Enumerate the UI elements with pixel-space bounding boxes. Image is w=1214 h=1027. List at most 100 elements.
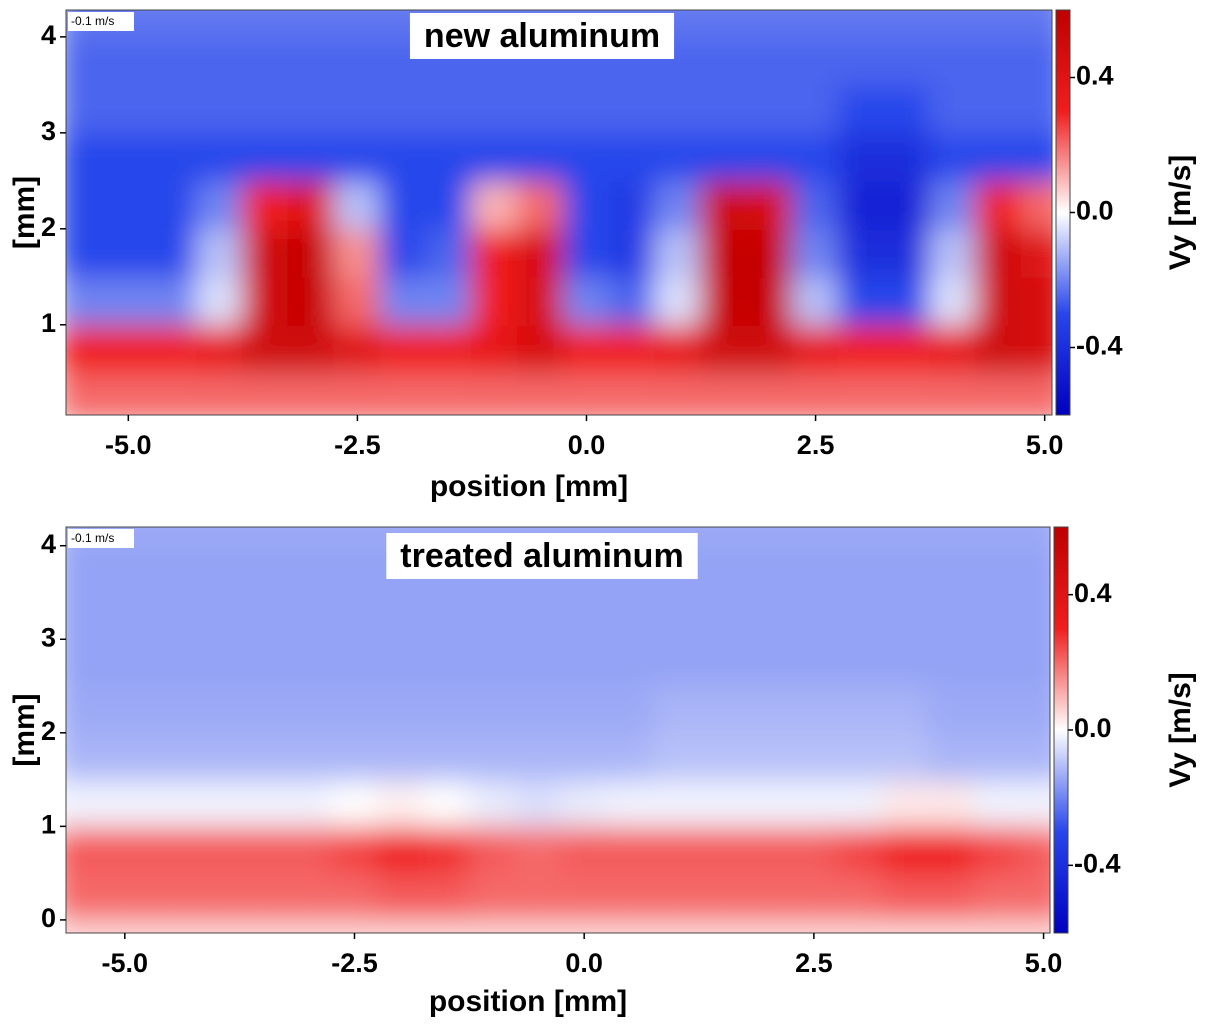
heatmap-cell xyxy=(330,544,379,594)
heatmap-cell xyxy=(883,275,932,326)
x-tick-label: 0.0 xyxy=(565,948,603,978)
heatmap-cell xyxy=(652,638,701,688)
heatmap-cell xyxy=(146,638,195,688)
heatmap-cell xyxy=(330,825,379,875)
heatmap-cell xyxy=(608,323,657,374)
heatmap-cell xyxy=(789,527,838,547)
heatmap-cell xyxy=(743,638,792,688)
heatmap-cell xyxy=(973,591,1022,641)
heatmap-cell xyxy=(514,685,563,734)
heatmap-cell xyxy=(100,591,149,641)
heatmap-cell xyxy=(241,323,290,374)
heatmap-cell xyxy=(837,83,886,134)
heatmap-cell xyxy=(560,918,609,933)
heatmap-cell xyxy=(698,544,746,594)
heatmap-cell xyxy=(837,179,886,230)
heatmap-cell xyxy=(974,179,1023,230)
heatmap-cell xyxy=(196,323,244,374)
heatmap-cell xyxy=(333,35,382,86)
heatmap-cell xyxy=(104,83,153,134)
heatmap-cell xyxy=(241,131,290,182)
heatmap-cell xyxy=(238,731,287,781)
plot-frame xyxy=(65,9,1053,416)
heatmap-cell xyxy=(425,179,473,230)
heatmap-cell xyxy=(974,323,1023,374)
heatmap-cell xyxy=(929,131,977,182)
heatmap-cell xyxy=(238,778,287,828)
heatmap-cell xyxy=(66,638,103,688)
heatmap-cell xyxy=(973,544,1022,594)
heatmap-cell xyxy=(470,83,519,134)
heatmap-cell xyxy=(1019,638,1050,688)
heatmap-cell xyxy=(927,685,976,734)
y-tick-label: 2 xyxy=(41,212,56,242)
heatmap-cell xyxy=(514,825,563,875)
heatmap-cell xyxy=(514,638,563,688)
heatmap-cell xyxy=(606,591,655,641)
heatmap-cell xyxy=(287,179,336,230)
heatmap-cell xyxy=(468,918,517,933)
heatmap-cell xyxy=(791,371,840,415)
heatmap-cell xyxy=(66,872,103,921)
heatmap-cell xyxy=(654,275,703,326)
title-box xyxy=(386,532,698,579)
heatmap-cell xyxy=(192,527,241,547)
heatmap-cell xyxy=(700,35,748,86)
heatmap-cell xyxy=(654,179,703,230)
heatmap-cell xyxy=(835,825,884,875)
heatmap-cell xyxy=(608,227,657,278)
heatmap-cell xyxy=(654,227,703,278)
colorbar-tick-label: 0.0 xyxy=(1074,713,1112,743)
heatmap-cell xyxy=(284,778,333,828)
heatmap-cell xyxy=(745,131,794,182)
heatmap-cell xyxy=(100,731,149,781)
heatmap-cell xyxy=(745,371,794,415)
heatmap-cell xyxy=(929,323,977,374)
heatmap-cell xyxy=(606,872,655,921)
heatmap-cell xyxy=(560,591,609,641)
heatmap-cell xyxy=(560,731,609,781)
heatmap-cell xyxy=(66,778,103,828)
heatmap-cell xyxy=(425,83,473,134)
y-axis-label: [mm] xyxy=(8,693,41,766)
heatmap-cell xyxy=(791,275,840,326)
heatmap-cell xyxy=(422,731,471,781)
heatmap-cell xyxy=(560,638,609,688)
heatmap-cell xyxy=(104,227,153,278)
heatmap-cell xyxy=(881,544,930,594)
chart-title: new aluminum xyxy=(424,17,660,55)
heatmap-cell xyxy=(196,35,244,86)
heatmap-cell xyxy=(516,371,565,415)
heatmap-cell xyxy=(379,83,428,134)
x-tick-label: 5.0 xyxy=(1025,948,1063,978)
heatmap-cell xyxy=(514,872,563,921)
heatmap-cell xyxy=(470,371,519,415)
heatmap-cell xyxy=(192,778,241,828)
heatmap-cell xyxy=(284,872,333,921)
heatmap-cell xyxy=(422,778,471,828)
heatmap-cell xyxy=(789,685,838,734)
heatmap-cell xyxy=(1019,778,1050,828)
heatmap-cell xyxy=(104,35,153,86)
heatmap-cell xyxy=(425,323,473,374)
heatmap-cell xyxy=(974,83,1023,134)
heatmap-cell xyxy=(150,83,199,134)
heatmap-cell xyxy=(974,227,1023,278)
heatmap-cell xyxy=(330,685,379,734)
heatmap-cell xyxy=(974,371,1023,415)
heatmap-cell xyxy=(284,638,333,688)
scale-label: -0.1 m/s xyxy=(71,531,114,545)
heatmap-cell xyxy=(881,872,930,921)
heatmap-cell xyxy=(287,227,336,278)
heatmap-cell xyxy=(470,275,519,326)
heatmap-cell xyxy=(468,685,517,734)
heatmap-cell xyxy=(929,83,977,134)
heatmap-cell xyxy=(66,35,107,86)
heatmap-cell xyxy=(562,371,611,415)
heatmap-cell xyxy=(146,591,195,641)
heatmap-cell xyxy=(562,275,611,326)
heatmap-cell xyxy=(789,591,838,641)
heatmap-cell xyxy=(287,83,336,134)
heatmap-cell xyxy=(791,323,840,374)
heatmap-cell xyxy=(66,731,103,781)
